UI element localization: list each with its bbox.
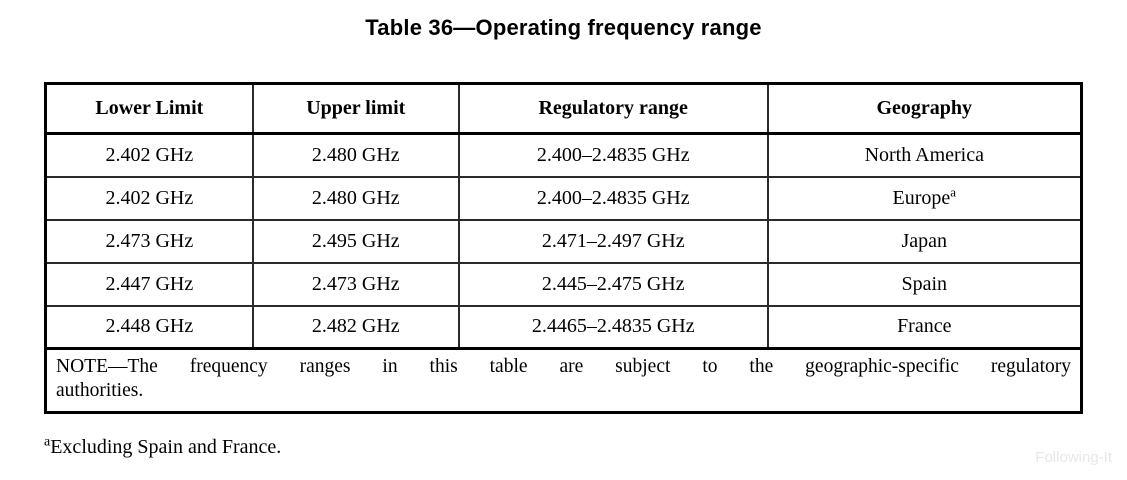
geography-label: North America	[864, 143, 984, 166]
lower-limit-cell: 2.447 GHz	[45, 261, 253, 306]
col-header-lower-limit: Lower Limit	[45, 83, 253, 135]
regulatory-range-cell: 2.445–2.475 GHz	[457, 261, 768, 306]
col-header-regulatory-range: Regulatory range	[457, 83, 768, 135]
geography-cell: Japan	[766, 218, 1082, 263]
lower-limit-cell: 2.402 GHz	[105, 143, 194, 166]
upper-limit-cell: 2.482 GHz	[251, 304, 459, 349]
table-note-line-2: authorities.	[56, 380, 144, 401]
upper-limit-cell: 2.473 GHz	[251, 261, 459, 306]
geography-label: Japan	[901, 229, 948, 252]
geography-label: Spain	[901, 272, 948, 295]
lower-limit-cell: 2.448 GHz	[45, 304, 253, 349]
upper-limit-cell: 2.480 GHz	[251, 175, 459, 220]
regulatory-range-cell: 2.400–2.4835 GHz	[457, 175, 768, 220]
footnote: aExcluding Spain and France.	[44, 434, 282, 459]
footnote-marker: a	[950, 183, 957, 199]
geography-label: Europe	[892, 186, 951, 209]
table-row-north-america: 2.402 GHz 2.480 GHz 2.400–2.4835 GHz Nor…	[46, 133, 1082, 177]
operating-frequency-table: Lower Limit Upper limit Regulatory range…	[44, 82, 1083, 414]
geography-label: France	[897, 315, 952, 338]
table-note-row: NOTE—The frequency ranges in this table …	[45, 347, 1082, 413]
table-row-japan: 2.473 GHz 2.495 GHz 2.471–2.497 GHz Japa…	[45, 218, 1082, 263]
table-note-line-1: NOTE—The frequency ranges in this table …	[56, 356, 1071, 377]
table-note-cell: NOTE—The frequency ranges in this table …	[45, 347, 1082, 413]
lower-limit-cell: 2.402 GHz	[45, 175, 253, 220]
regulatory-range-cell: 2.4465–2.4835 GHz	[457, 304, 768, 349]
regulatory-range-cell: 2.400–2.4835 GHz	[457, 133, 768, 177]
geography-cell: France	[766, 304, 1082, 349]
lower-limit-cell: 2.473 GHz	[45, 218, 253, 263]
col-header-geography: Geography	[766, 83, 1082, 135]
watermark: Following-It	[1035, 449, 1112, 466]
table-caption: Table 36—Operating frequency range	[365, 15, 762, 40]
col-header-upper-limit: Upper limit	[251, 83, 459, 135]
table-row-spain: 2.447 GHz 2.473 GHz 2.445–2.475 GHz Spai…	[45, 261, 1082, 306]
header-row: Lower Limit Upper limit Regulatory range…	[45, 83, 1082, 135]
table-row-europe: 2.402 GHz 2.480 GHz 2.400–2.4835 GHz Eur…	[45, 175, 1082, 220]
geography-cell: Europea	[766, 175, 1082, 220]
upper-limit-cell: 2.480 GHz	[251, 133, 459, 177]
footnote-text: Excluding Spain and France.	[50, 436, 282, 458]
upper-limit-cell: 2.495 GHz	[251, 218, 459, 263]
regulatory-range-cell: 2.471–2.497 GHz	[457, 218, 768, 263]
footnote-marker: a	[44, 434, 51, 450]
geography-cell: Spain	[766, 261, 1082, 306]
geography-cell: North America	[766, 133, 1082, 177]
table-row-france: 2.448 GHz 2.482 GHz 2.4465–2.4835 GHz Fr…	[45, 304, 1082, 349]
